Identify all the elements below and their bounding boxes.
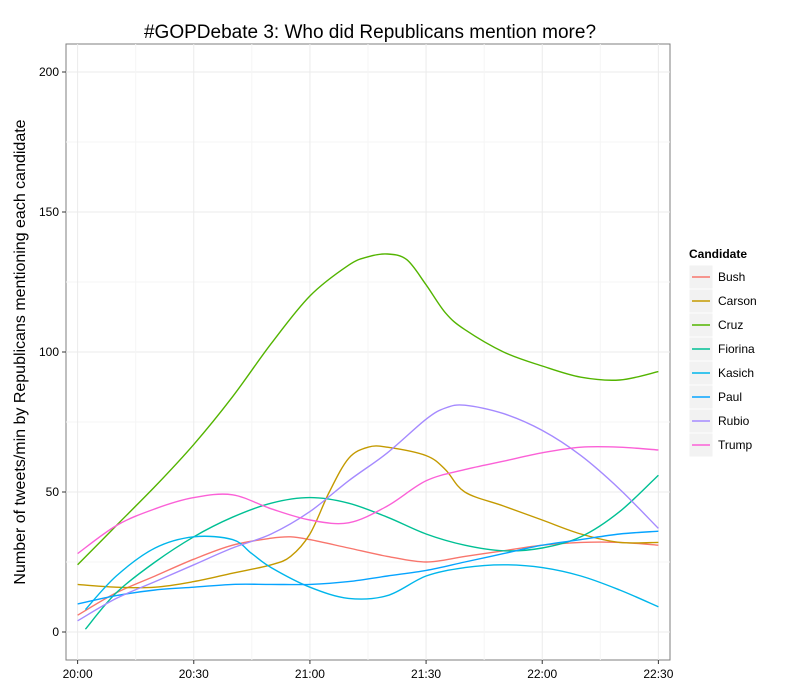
legend-item-kasich: Kasich [688, 360, 754, 386]
legend-item-rubio: Rubio [688, 408, 750, 434]
y-tick-label: 0 [52, 625, 59, 639]
legend-item-cruz: Cruz [688, 312, 743, 338]
grid-lines [66, 44, 670, 660]
series-line-fiorina [84, 474, 659, 630]
series-line-trump [77, 445, 659, 555]
series-line-rubio [77, 404, 659, 622]
legend-label: Trump [718, 438, 753, 452]
x-tick-label: 21:00 [295, 667, 325, 681]
legend-label: Carson [718, 294, 757, 308]
legend-label: Fiorina [718, 342, 755, 356]
series-line-carson [77, 445, 659, 589]
legend-item-paul: Paul [688, 384, 742, 410]
y-tick-label: 50 [46, 485, 60, 499]
series-line-paul [77, 530, 659, 605]
plot-panel [65, 43, 671, 661]
legend-label: Kasich [718, 366, 754, 380]
legend-item-fiorina: Fiorina [688, 336, 755, 362]
legend-item-carson: Carson [688, 288, 757, 314]
legend-label: Paul [718, 390, 742, 404]
x-axis: 20:00 20:30 21:00 21:30 22:00 22:30 [63, 660, 674, 681]
legend: Candidate Bush Carson Cruz Fiorina Kasich Pau… [688, 247, 757, 458]
legend-title: Candidate [689, 247, 747, 261]
series-lines [77, 253, 659, 630]
x-tick-label: 21:30 [411, 667, 441, 681]
x-tick-label: 20:00 [63, 667, 93, 681]
legend-item-bush: Bush [688, 264, 745, 290]
y-tick-label: 200 [39, 65, 59, 79]
legend-items: Bush Carson Cruz Fiorina Kasich Paul Rubio Trum… [688, 264, 757, 458]
legend-item-trump: Trump [688, 432, 753, 458]
series-line-kasich [84, 535, 659, 611]
chart-title: #GOPDebate 3: Who did Republicans mentio… [144, 22, 596, 43]
y-tick-label: 100 [39, 345, 59, 359]
x-tick-label: 22:30 [643, 667, 673, 681]
legend-label: Bush [718, 270, 745, 284]
x-tick-label: 22:00 [527, 667, 557, 681]
y-tick-label: 150 [39, 205, 59, 219]
x-tick-label: 20:30 [179, 667, 209, 681]
legend-label: Rubio [718, 414, 750, 428]
series-line-cruz [77, 253, 659, 566]
y-axis-label: Number of tweets/min by Republicans ment… [12, 119, 29, 584]
legend-label: Cruz [718, 318, 743, 332]
y-axis: 0 50 100 150 200 [39, 65, 66, 639]
